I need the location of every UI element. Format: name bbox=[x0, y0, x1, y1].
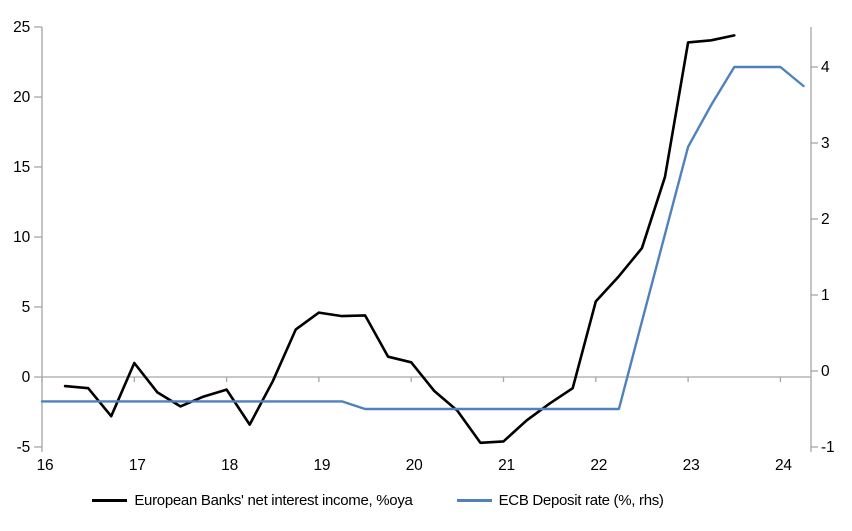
right-axis-tick-label: 4 bbox=[821, 59, 830, 76]
legend-item-net-interest-income: European Banks' net interest income, %oy… bbox=[92, 492, 413, 509]
left-axis-tick-label: -5 bbox=[17, 439, 30, 456]
legend-label-nii: European Banks' net interest income, %oy… bbox=[134, 492, 413, 509]
right-axis-tick-label: 3 bbox=[821, 135, 829, 152]
right-axis-tick-label: 0 bbox=[821, 363, 830, 380]
series-line-net-interest-income bbox=[63, 34, 736, 445]
legend-line-swatch-ecb bbox=[456, 499, 492, 502]
x-axis-tick-label: 18 bbox=[221, 457, 238, 474]
left-axis-tick-label: 10 bbox=[13, 229, 30, 246]
left-axis-tick-label: 0 bbox=[22, 369, 31, 386]
chart-legend: European Banks' net interest income, %oy… bbox=[0, 492, 804, 509]
right-axis-tick-label: -1 bbox=[821, 439, 834, 456]
x-axis-tick-label: 22 bbox=[590, 457, 607, 474]
right-axis-tick-label: 2 bbox=[821, 211, 829, 228]
left-axis-tick-label: 20 bbox=[13, 89, 30, 106]
left-axis-tick-label: 5 bbox=[22, 299, 30, 316]
x-axis-tick-label: 17 bbox=[129, 457, 146, 474]
x-axis-tick-label: 23 bbox=[683, 457, 700, 474]
x-axis-tick-label: 19 bbox=[313, 457, 330, 474]
legend-label-ecb: ECB Deposit rate (%, rhs) bbox=[498, 492, 664, 509]
x-axis-tick-label: 16 bbox=[37, 457, 54, 474]
right-axis-tick-label: 1 bbox=[821, 287, 829, 304]
x-axis-tick-label: 20 bbox=[406, 457, 423, 474]
x-axis-tick-label: 24 bbox=[775, 457, 792, 474]
legend-item-ecb-deposit-rate: ECB Deposit rate (%, rhs) bbox=[456, 492, 664, 509]
series-line-ecb-deposit-rate bbox=[40, 65, 805, 411]
left-axis-tick-label: 25 bbox=[13, 19, 30, 36]
left-axis-tick-label: 15 bbox=[13, 159, 30, 176]
legend-line-swatch-nii bbox=[92, 499, 128, 502]
x-axis-tick-label: 21 bbox=[498, 457, 515, 474]
